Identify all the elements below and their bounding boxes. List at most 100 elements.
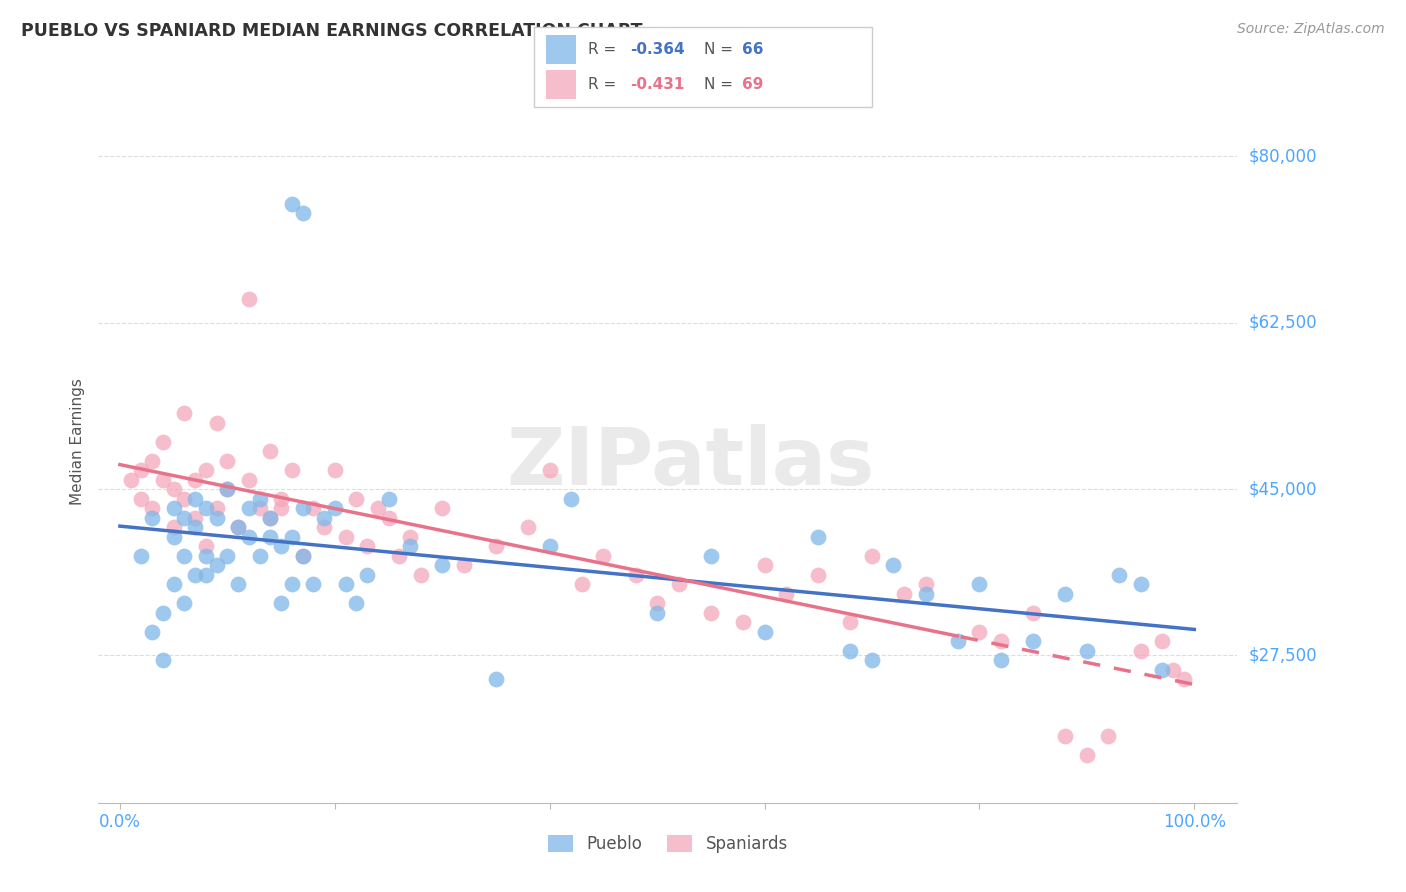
Text: PUEBLO VS SPANIARD MEDIAN EARNINGS CORRELATION CHART: PUEBLO VS SPANIARD MEDIAN EARNINGS CORRE…: [21, 22, 643, 40]
Point: [1097, 729, 1119, 743]
Point: [162, 520, 184, 534]
Point: [517, 520, 540, 534]
Y-axis label: Median Earnings: Median Earnings: [70, 378, 86, 505]
Point: [291, 501, 314, 516]
Point: [162, 482, 184, 496]
Point: [367, 501, 389, 516]
Text: -0.431: -0.431: [630, 77, 685, 92]
Point: [700, 549, 723, 563]
Point: [754, 624, 776, 639]
Text: R =: R =: [588, 77, 621, 92]
Text: Source: ZipAtlas.com: Source: ZipAtlas.com: [1237, 22, 1385, 37]
Point: [914, 577, 936, 591]
Point: [194, 567, 217, 582]
Point: [453, 558, 475, 573]
Point: [249, 491, 271, 506]
Point: [1076, 643, 1098, 657]
Point: [131, 549, 153, 563]
Point: [356, 567, 378, 582]
Point: [173, 596, 195, 610]
Point: [194, 539, 217, 553]
Point: [131, 491, 153, 506]
Point: [432, 558, 454, 573]
Point: [839, 615, 862, 630]
Point: [775, 587, 797, 601]
Point: [291, 549, 314, 563]
Point: [538, 539, 561, 553]
Point: [335, 577, 357, 591]
Point: [141, 453, 163, 467]
Point: [270, 491, 292, 506]
Point: [152, 653, 174, 667]
Point: [356, 539, 378, 553]
Point: [120, 473, 142, 487]
Point: [141, 501, 163, 516]
Point: [432, 501, 454, 516]
Point: [184, 520, 207, 534]
Point: [344, 596, 367, 610]
Point: [194, 463, 217, 477]
Point: [1129, 643, 1152, 657]
Point: [377, 510, 399, 524]
Point: [990, 634, 1012, 648]
Point: [217, 453, 239, 467]
Point: [969, 577, 991, 591]
Point: [302, 501, 325, 516]
Point: [205, 501, 228, 516]
Point: [592, 549, 614, 563]
Point: [645, 606, 668, 620]
Point: [485, 672, 508, 686]
Point: [205, 558, 228, 573]
Point: [323, 501, 346, 516]
Text: N =: N =: [704, 42, 738, 57]
Point: [194, 549, 217, 563]
Point: [1129, 577, 1152, 591]
Point: [807, 567, 830, 582]
Point: [173, 510, 195, 524]
Point: [270, 596, 292, 610]
Point: [184, 473, 207, 487]
Point: [249, 501, 271, 516]
Point: [141, 510, 163, 524]
Point: [152, 606, 174, 620]
Point: [1076, 748, 1098, 763]
Point: [259, 510, 281, 524]
Point: [1054, 587, 1077, 601]
Text: $62,500: $62,500: [1249, 314, 1317, 332]
Point: [259, 530, 281, 544]
Point: [1022, 634, 1045, 648]
Point: [399, 530, 422, 544]
Point: [560, 491, 582, 506]
Point: [1152, 634, 1174, 648]
Point: [990, 653, 1012, 667]
Point: [291, 549, 314, 563]
Point: [281, 197, 304, 211]
Point: [238, 292, 260, 306]
Point: [969, 624, 991, 639]
Point: [388, 549, 411, 563]
Point: [238, 501, 260, 516]
Point: [860, 549, 883, 563]
Point: [162, 577, 184, 591]
Point: [914, 587, 936, 601]
Point: [162, 501, 184, 516]
Point: [409, 567, 432, 582]
Point: [624, 567, 647, 582]
Point: [173, 406, 195, 420]
Point: [152, 473, 174, 487]
Point: [281, 530, 304, 544]
Point: [1152, 663, 1174, 677]
Point: [281, 463, 304, 477]
Point: [700, 606, 723, 620]
Point: [344, 491, 367, 506]
Point: [323, 463, 346, 477]
Point: [291, 206, 314, 220]
Point: [882, 558, 904, 573]
Point: [226, 520, 249, 534]
Point: [259, 444, 281, 458]
Point: [377, 491, 399, 506]
Point: [173, 491, 195, 506]
Point: [807, 530, 830, 544]
Point: [1161, 663, 1184, 677]
Point: [152, 434, 174, 449]
